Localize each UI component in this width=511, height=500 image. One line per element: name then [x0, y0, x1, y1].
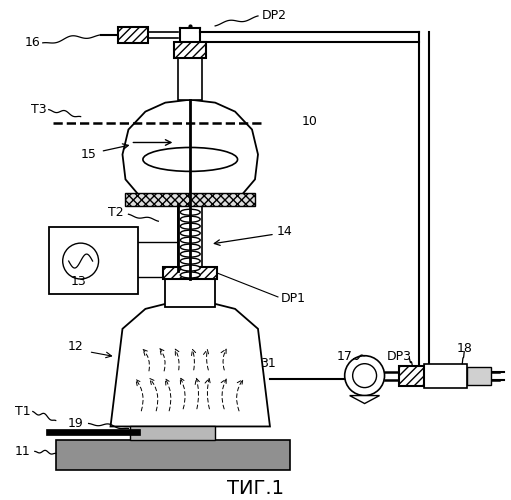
Text: 16: 16	[25, 36, 41, 50]
Ellipse shape	[180, 244, 200, 250]
Text: DP1: DP1	[281, 292, 306, 306]
Bar	[400, 366, 425, 386]
Bar	[174, 42, 206, 58]
Ellipse shape	[180, 230, 200, 236]
Ellipse shape	[180, 265, 200, 271]
Bar	[178, 204, 202, 267]
Circle shape	[63, 243, 99, 279]
Text: DP3: DP3	[387, 350, 412, 363]
Ellipse shape	[180, 272, 200, 278]
Bar	[130, 426, 215, 440]
Text: 10: 10	[302, 115, 318, 128]
Circle shape	[353, 364, 377, 388]
Bar	[425, 364, 467, 388]
Bar	[166, 274, 215, 307]
Text: 11: 11	[15, 445, 31, 458]
Bar	[126, 194, 255, 206]
Text: 31: 31	[260, 357, 276, 370]
Text: ΤИГ.1: ΤИГ.1	[226, 478, 284, 498]
Text: 19: 19	[68, 417, 83, 430]
Bar	[49, 227, 138, 294]
Ellipse shape	[180, 223, 200, 229]
Bar	[46, 430, 141, 436]
Text: T3: T3	[31, 103, 47, 116]
Text: 18: 18	[456, 342, 472, 355]
Text: 13: 13	[71, 276, 86, 288]
Bar	[467, 366, 491, 384]
Bar	[119, 27, 148, 43]
Text: 14: 14	[277, 224, 293, 237]
Ellipse shape	[180, 216, 200, 222]
Circle shape	[345, 356, 385, 396]
Ellipse shape	[180, 209, 200, 215]
Polygon shape	[123, 100, 258, 204]
Polygon shape	[350, 396, 380, 404]
Bar	[56, 440, 290, 470]
Ellipse shape	[143, 148, 238, 172]
Bar	[178, 58, 202, 100]
Text: 17: 17	[337, 350, 353, 363]
Ellipse shape	[180, 237, 200, 243]
Text: 12: 12	[68, 340, 83, 353]
Polygon shape	[110, 304, 270, 426]
Ellipse shape	[180, 251, 200, 257]
Text: DP2: DP2	[262, 10, 287, 22]
Ellipse shape	[180, 258, 200, 264]
Bar	[164, 267, 217, 279]
Text: T2: T2	[108, 206, 123, 218]
Text: T1: T1	[15, 405, 31, 418]
Text: 15: 15	[81, 148, 97, 161]
